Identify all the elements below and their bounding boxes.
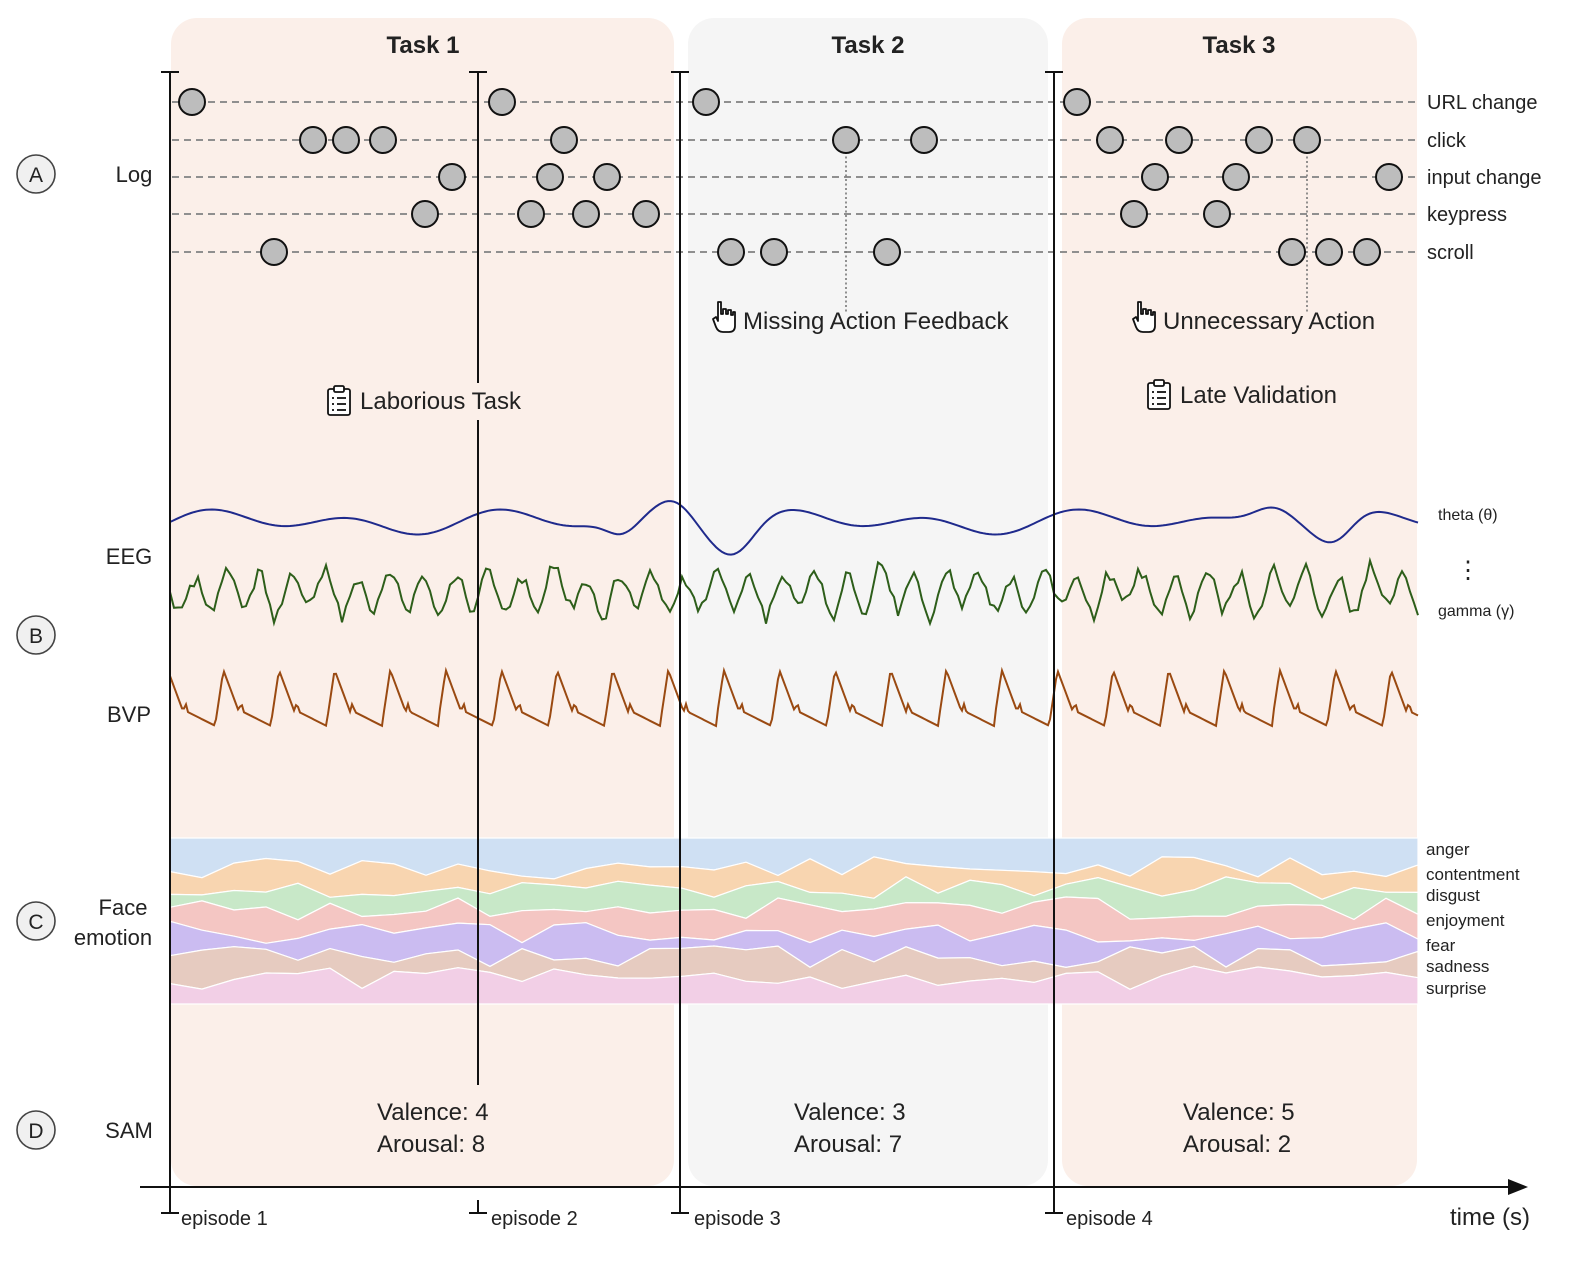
hand-pointer-icon xyxy=(1132,301,1156,333)
event-click xyxy=(1096,126,1124,154)
section-d-badge: D xyxy=(16,1110,56,1150)
issue-missing-action-feedback: Missing Action Feedback xyxy=(743,308,1009,335)
event-click xyxy=(299,126,327,154)
sam-task-1-valence: Valence: 4 xyxy=(377,1099,489,1126)
emotion-label-sadness: sadness xyxy=(1426,957,1489,976)
event-scroll xyxy=(760,238,788,266)
event-click xyxy=(832,126,860,154)
svg-text:D: D xyxy=(28,1120,43,1143)
task-1-panel xyxy=(171,18,674,1186)
log-label-input-change: input change xyxy=(1427,167,1542,189)
task-3-panel xyxy=(1062,18,1417,1186)
event-url-change xyxy=(1063,88,1091,116)
section-c-badge: C xyxy=(16,901,56,941)
event-click xyxy=(369,126,397,154)
sam-task-3-valence: Valence: 5 xyxy=(1183,1099,1295,1126)
event-scroll xyxy=(873,238,901,266)
emotion-label-anger: anger xyxy=(1426,840,1470,859)
event-scroll xyxy=(717,238,745,266)
clipboard-icon xyxy=(1147,379,1171,410)
episode-boundaries xyxy=(161,71,1063,1214)
section-face-label: Face xyxy=(99,895,148,920)
hand-pointer-icon xyxy=(712,301,736,333)
episode-2-label: episode 2 xyxy=(491,1208,578,1230)
section-bvp-label: BVP xyxy=(107,702,151,727)
episode-4-label: episode 4 xyxy=(1066,1208,1153,1230)
event-input-change xyxy=(1141,163,1169,191)
event-scroll xyxy=(260,238,288,266)
eeg-ellipsis: ⋮ xyxy=(1456,557,1480,584)
svg-text:C: C xyxy=(28,911,43,934)
event-keypress xyxy=(572,200,600,228)
time-axis-label: time (s) xyxy=(1450,1204,1530,1231)
section-b-badge: B xyxy=(16,615,56,655)
bvp-signal xyxy=(169,666,1419,728)
task-2-panel xyxy=(688,18,1048,1186)
task-panels xyxy=(171,18,1417,1186)
event-scroll xyxy=(1353,238,1381,266)
issue-unnecessary-action: Unnecessary Action xyxy=(1163,308,1375,335)
emotion-band-surprise xyxy=(169,965,1419,1005)
sam-task-1-arousal: Arousal: 8 xyxy=(377,1131,485,1158)
event-scroll xyxy=(1278,238,1306,266)
section-a-badge: A xyxy=(16,154,56,194)
clipboard-icon xyxy=(327,385,351,416)
event-click xyxy=(1293,126,1321,154)
svg-text:B: B xyxy=(29,625,43,648)
log-label-click: click xyxy=(1427,130,1467,152)
emotion-label-fear: fear xyxy=(1426,936,1456,955)
issue-laborious-task: Laborious Task xyxy=(360,388,522,415)
task-1-title: Task 1 xyxy=(387,32,460,59)
eeg-theta-signal xyxy=(169,500,1419,556)
event-input-change xyxy=(1222,163,1250,191)
emotion-label-disgust: disgust xyxy=(1426,886,1480,905)
section-log-label: Log xyxy=(116,162,153,187)
event-keypress xyxy=(1203,200,1231,228)
event-input-change xyxy=(536,163,564,191)
event-click xyxy=(550,126,578,154)
event-scroll xyxy=(1315,238,1343,266)
task-3-title: Task 3 xyxy=(1203,32,1276,59)
episode-3-label: episode 3 xyxy=(694,1208,781,1230)
log-label-keypress: keypress xyxy=(1427,204,1507,226)
event-keypress xyxy=(632,200,660,228)
emotion-label-contentment: contentment xyxy=(1426,865,1520,884)
section-sam-label: SAM xyxy=(105,1118,153,1143)
issue-late-validation: Late Validation xyxy=(1180,382,1337,409)
event-url-change xyxy=(692,88,720,116)
section-emotion-label: emotion xyxy=(74,925,152,950)
sam-task-3-arousal: Arousal: 2 xyxy=(1183,1131,1291,1158)
face-emotion-stack xyxy=(169,837,1419,1005)
event-click xyxy=(1165,126,1193,154)
eeg-theta-label: theta (θ) xyxy=(1438,507,1498,524)
event-url-change xyxy=(488,88,516,116)
event-click xyxy=(332,126,360,154)
emotion-label-surprise: surprise xyxy=(1426,979,1486,998)
event-url-change xyxy=(178,88,206,116)
eeg-gamma-signal xyxy=(169,556,1419,627)
task-2-title: Task 2 xyxy=(832,32,905,59)
time-axis-arrowhead xyxy=(1508,1179,1528,1195)
svg-text:A: A xyxy=(29,164,43,187)
event-click xyxy=(1245,126,1273,154)
log-event-markers xyxy=(178,88,1403,266)
event-input-change xyxy=(438,163,466,191)
event-keypress xyxy=(411,200,439,228)
sam-task-2-valence: Valence: 3 xyxy=(794,1099,906,1126)
eeg-gamma-label: gamma (γ) xyxy=(1438,603,1514,620)
emotion-label-enjoyment: enjoyment xyxy=(1426,911,1505,930)
log-label-scroll: scroll xyxy=(1427,242,1474,264)
event-keypress xyxy=(1120,200,1148,228)
episode-1-label: episode 1 xyxy=(181,1208,268,1230)
sam-task-2-arousal: Arousal: 7 xyxy=(794,1131,902,1158)
log-label-url-change: URL change xyxy=(1427,92,1537,114)
event-input-change xyxy=(1375,163,1403,191)
time-axis xyxy=(140,1179,1528,1195)
section-eeg-label: EEG xyxy=(106,544,152,569)
event-keypress xyxy=(517,200,545,228)
event-input-change xyxy=(593,163,621,191)
event-click xyxy=(910,126,938,154)
